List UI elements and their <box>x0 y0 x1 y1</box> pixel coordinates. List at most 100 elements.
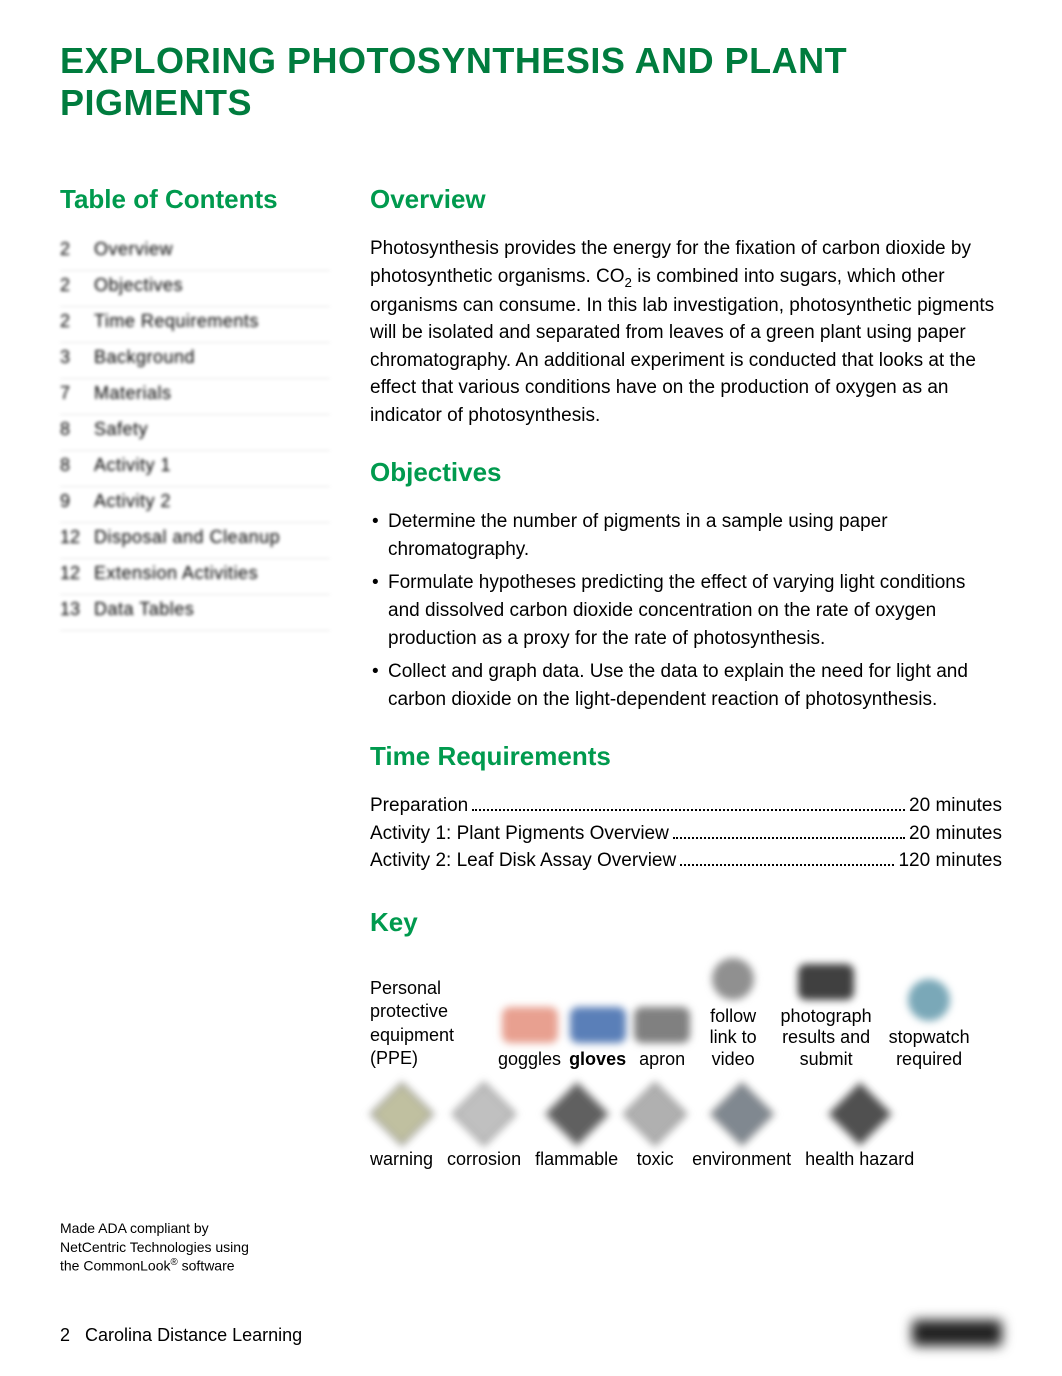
key-label: follow link to video <box>698 1006 768 1071</box>
key-item-stopwatch: stopwatch required <box>884 979 974 1070</box>
objective-item: Collect and graph data. Use the data to … <box>370 658 1002 713</box>
toc-page: 2 <box>60 311 94 332</box>
time-value: 120 minutes <box>898 847 1002 875</box>
time-row: Activity 2: Leaf Disk Assay Overview 120… <box>370 847 1002 875</box>
time-requirements-list: Preparation 20 minutes Activity 1: Plant… <box>370 792 1002 875</box>
key-row-hazards: warning corrosion flammable toxic enviro… <box>370 1091 1002 1170</box>
apron-icon <box>634 1007 690 1043</box>
toc-label: Activity 2 <box>94 491 171 512</box>
ada-compliance-note: Made ADA compliant by NetCentric Technol… <box>60 1219 249 1276</box>
objectives-heading: Objectives <box>370 457 1002 488</box>
objective-item: Formulate hypotheses predicting the effe… <box>370 569 1002 652</box>
content-columns: Table of Contents 2Overview 2Objectives … <box>60 184 1002 1170</box>
hazard-item-warning: warning <box>370 1091 433 1170</box>
toc-item[interactable]: 7Materials <box>60 379 330 415</box>
toc-label: Activity 1 <box>94 455 171 476</box>
hazard-item-toxic: toxic <box>632 1091 678 1170</box>
page-footer: 2 Carolina Distance Learning <box>60 1325 302 1346</box>
key-label: goggles <box>498 1049 561 1071</box>
key-label: stopwatch required <box>884 1027 974 1070</box>
ppe-label: Personal protective equipment (PPE) <box>370 977 490 1071</box>
stopwatch-icon <box>908 979 950 1021</box>
page-title: EXPLORING PHOTOSYNTHESIS AND PLANT PIGME… <box>60 40 1002 124</box>
dot-leader <box>472 809 905 811</box>
toc-item[interactable]: 2Objectives <box>60 271 330 307</box>
toc-list: 2Overview 2Objectives 2Time Requirements… <box>60 235 330 631</box>
toc-page: 8 <box>60 419 94 440</box>
toc-page: 2 <box>60 275 94 296</box>
corrosion-icon <box>452 1081 517 1146</box>
toc-item[interactable]: 8Activity 1 <box>60 451 330 487</box>
video-icon <box>712 958 754 1000</box>
key-label: photograph results and submit <box>776 1006 876 1071</box>
toc-page: 12 <box>60 527 94 548</box>
toc-label: Disposal and Cleanup <box>94 527 280 548</box>
toc-item[interactable]: 8Safety <box>60 415 330 451</box>
toc-label: Time Requirements <box>94 311 259 332</box>
toc-label: Overview <box>94 239 173 260</box>
ada-line3a: the CommonLook <box>60 1258 171 1274</box>
time-label: Activity 2: Leaf Disk Assay Overview <box>370 847 676 875</box>
overview-heading: Overview <box>370 184 1002 215</box>
goggles-icon <box>502 1007 558 1043</box>
time-row: Activity 1: Plant Pigments Overview 20 m… <box>370 820 1002 848</box>
time-row: Preparation 20 minutes <box>370 792 1002 820</box>
time-value: 20 minutes <box>909 792 1002 820</box>
flammable-icon <box>544 1081 609 1146</box>
toc-label: Materials <box>94 383 172 404</box>
toc-item[interactable]: 12Extension Activities <box>60 559 330 595</box>
camera-icon <box>798 964 854 1000</box>
toc-label: Safety <box>94 419 148 440</box>
dot-leader <box>673 837 905 839</box>
hazard-item-health: health hazard <box>805 1091 914 1170</box>
toc-item[interactable]: 2Overview <box>60 235 330 271</box>
hazard-item-environment: environment <box>692 1091 791 1170</box>
ada-line2: NetCentric Technologies using <box>60 1239 249 1255</box>
toc-page: 12 <box>60 563 94 584</box>
time-heading: Time Requirements <box>370 741 1002 772</box>
toc-item[interactable]: 9Activity 2 <box>60 487 330 523</box>
time-value: 20 minutes <box>909 820 1002 848</box>
toc-page: 3 <box>60 347 94 368</box>
subscript: 2 <box>625 274 632 289</box>
hazard-item-corrosion: corrosion <box>447 1091 521 1170</box>
toc-page: 13 <box>60 599 94 620</box>
publisher-logo <box>912 1320 1002 1346</box>
toc-label: Objectives <box>94 275 183 296</box>
time-label: Activity 1: Plant Pigments Overview <box>370 820 669 848</box>
toc-page: 8 <box>60 455 94 476</box>
hazard-label: toxic <box>637 1149 674 1170</box>
toc-item[interactable]: 2Time Requirements <box>60 307 330 343</box>
key-row-ppe: Personal protective equipment (PPE) gogg… <box>370 958 1002 1071</box>
key-section: Personal protective equipment (PPE) gogg… <box>370 958 1002 1170</box>
toc-item[interactable]: 13Data Tables <box>60 595 330 631</box>
overview-text: Photosynthesis provides the energy for t… <box>370 235 1002 429</box>
ada-line1: Made ADA compliant by <box>60 1220 209 1236</box>
toc-label: Data Tables <box>94 599 194 620</box>
hazard-label: flammable <box>535 1149 618 1170</box>
hazard-label: warning <box>370 1149 433 1170</box>
right-column: Overview Photosynthesis provides the ene… <box>370 184 1002 1170</box>
key-item-goggles: goggles <box>498 1007 561 1071</box>
key-item-apron: apron <box>634 1007 690 1071</box>
toc-item[interactable]: 12Disposal and Cleanup <box>60 523 330 559</box>
key-heading: Key <box>370 907 1002 938</box>
key-label: apron <box>639 1049 685 1071</box>
toc-heading: Table of Contents <box>60 184 330 215</box>
overview-text-part2: is combined into sugars, which other org… <box>370 266 994 426</box>
toc-item[interactable]: 3Background <box>60 343 330 379</box>
toxic-icon <box>623 1081 688 1146</box>
ada-line3b: software <box>178 1258 235 1274</box>
objectives-list: Determine the number of pigments in a sa… <box>370 508 1002 713</box>
key-item-gloves: gloves <box>569 1007 626 1071</box>
footer-text: Carolina Distance Learning <box>85 1325 302 1345</box>
toc-page: 9 <box>60 491 94 512</box>
key-label: gloves <box>569 1049 626 1071</box>
health-hazard-icon <box>827 1081 892 1146</box>
hazard-label: health hazard <box>805 1149 914 1170</box>
warning-icon <box>369 1081 434 1146</box>
gloves-icon <box>570 1007 626 1043</box>
toc-page: 7 <box>60 383 94 404</box>
registered-mark: ® <box>171 1257 178 1268</box>
key-item-photo: photograph results and submit <box>776 964 876 1071</box>
